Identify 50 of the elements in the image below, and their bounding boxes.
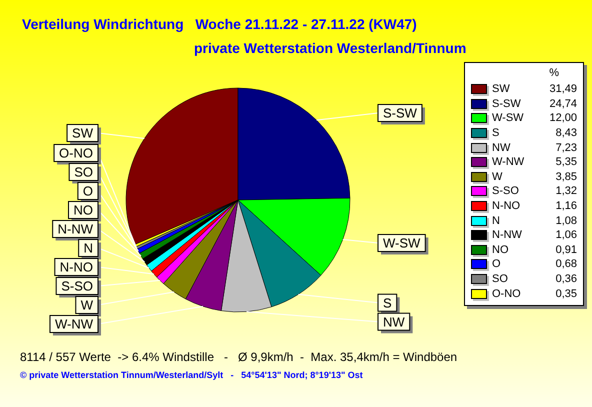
data-label: 12,00 xyxy=(549,112,577,124)
legend-label: S xyxy=(492,127,500,140)
data-label: 8,43 xyxy=(556,127,577,140)
data-label: 1,32 xyxy=(556,185,577,198)
data-label: 1,08 xyxy=(556,214,577,227)
slice-label: W xyxy=(80,298,94,313)
slice-label: NW xyxy=(382,314,406,330)
slice-label: S-SW xyxy=(382,106,418,121)
legend-label: N-NO xyxy=(492,200,522,212)
legend-title: % xyxy=(548,67,560,79)
slice-label: NO xyxy=(74,202,93,218)
legend-label: W xyxy=(492,170,504,183)
data-label: 0,91 xyxy=(556,244,577,256)
slice-label: S-SO xyxy=(61,278,94,294)
data-label: 0,68 xyxy=(556,258,577,270)
data-label: 1,06 xyxy=(556,229,577,242)
text: 8114 / 557 Werte -> 6.4% Windstille - Ø 9,9km/h - Max. 35,4km/h = Windböen xyxy=(20,350,458,364)
data-label: 5,35 xyxy=(556,156,577,168)
slice-label: SW xyxy=(72,126,94,141)
legend-label: S-SW xyxy=(492,98,522,110)
legend-label: SO xyxy=(492,273,509,286)
legend-label: O xyxy=(492,258,502,270)
legend-label: W-SW xyxy=(492,112,525,124)
legend-label: NW xyxy=(492,142,512,154)
slice-label: N xyxy=(84,240,93,256)
legend-label: W-NW xyxy=(492,156,526,168)
legend-label: O-NO xyxy=(492,288,522,300)
data-label: 31,49 xyxy=(549,83,577,96)
legend-label: S-SO xyxy=(492,185,520,198)
data-label: 24,74 xyxy=(549,98,577,110)
slice-label: S xyxy=(383,295,392,310)
slice-label: W-SW xyxy=(382,236,422,251)
slice-label: W-NW xyxy=(54,316,94,332)
chart-title: Verteilung Windrichtung Woche 21.11.22 - 27.11.22 (KW47) xyxy=(22,16,417,32)
slice-label: N-NO xyxy=(60,260,93,275)
data-label: 1,16 xyxy=(556,200,577,212)
legend-label: N-NW xyxy=(492,229,523,242)
slice-label: N-NW xyxy=(58,222,94,237)
data-label: 0,35 xyxy=(556,288,577,300)
legend-label: N xyxy=(492,214,501,227)
legend-label: SW xyxy=(492,83,511,96)
data-label: 3,85 xyxy=(556,170,577,183)
data-label: 0,36 xyxy=(556,273,577,286)
slice-label: SO xyxy=(74,164,94,180)
slice-label: O xyxy=(82,184,94,199)
slice-label: O-NO xyxy=(59,146,94,161)
legend-label: NO xyxy=(492,244,510,256)
chart-subtitle: private Wetterstation Westerland/Tinnum xyxy=(194,40,466,56)
text: © private Wetterstation Tinnum/Westerland/Sylt - 54°54'13" Nord; 8°19'13" Ost xyxy=(20,370,363,380)
data-label: 7,23 xyxy=(556,142,577,154)
